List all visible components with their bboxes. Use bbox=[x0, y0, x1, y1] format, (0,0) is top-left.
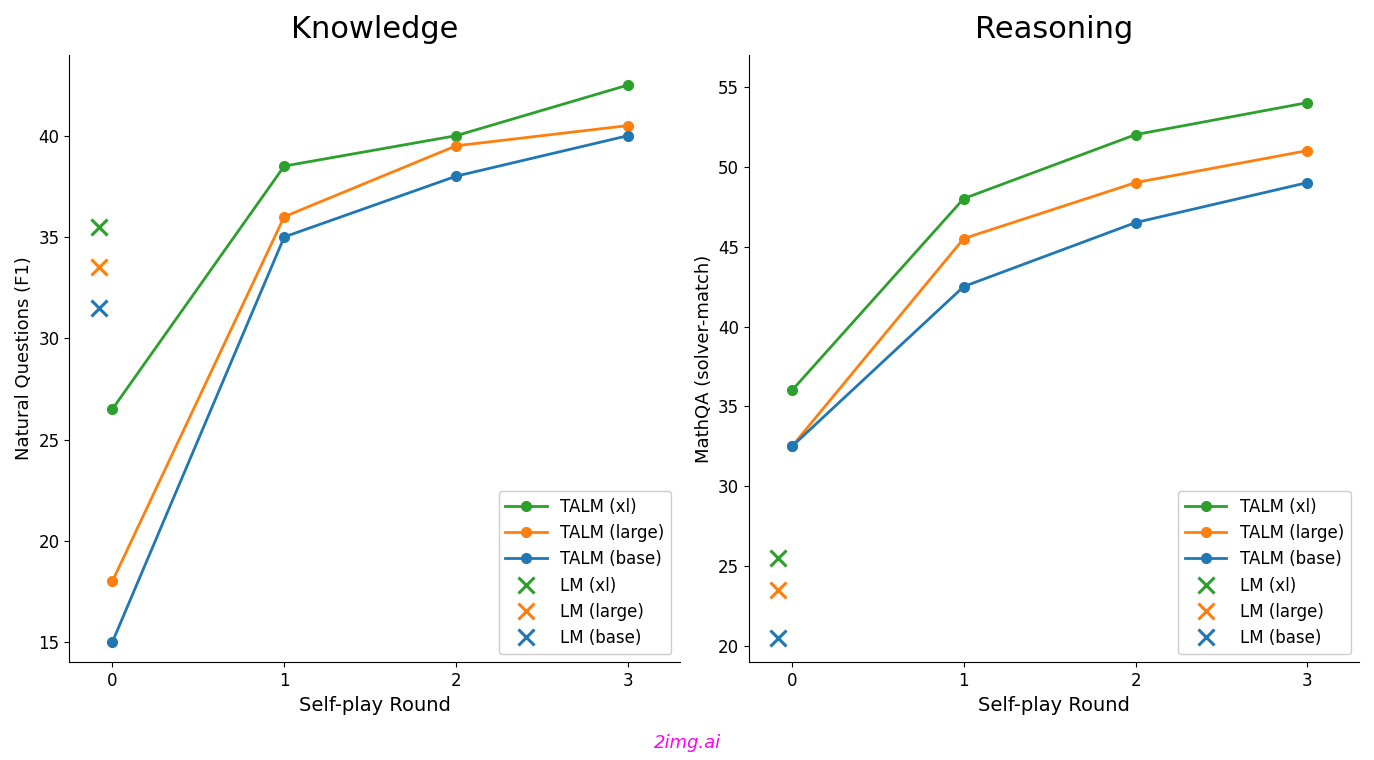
Title: Knowledge: Knowledge bbox=[291, 15, 458, 44]
X-axis label: Self-play Round: Self-play Round bbox=[298, 695, 451, 714]
TALM (large) bbox=[620, 121, 636, 130]
Legend: TALM (xl), TALM (large), TALM (base), LM (xl), LM (large), LM (base): TALM (xl), TALM (large), TALM (base), LM… bbox=[499, 491, 671, 654]
Line: TALM (base): TALM (base) bbox=[107, 131, 633, 647]
TALM (base) bbox=[104, 638, 121, 647]
TALM (base) bbox=[620, 131, 636, 141]
TALM (base) bbox=[783, 442, 800, 451]
TALM (large) bbox=[1300, 146, 1316, 155]
TALM (xl) bbox=[1127, 130, 1143, 139]
Legend: TALM (xl), TALM (large), TALM (base), LM (xl), LM (large), LM (base): TALM (xl), TALM (large), TALM (base), LM… bbox=[1178, 491, 1351, 654]
Line: TALM (xl): TALM (xl) bbox=[107, 81, 633, 414]
Text: 2img.ai: 2img.ai bbox=[654, 734, 720, 752]
TALM (base) bbox=[955, 282, 971, 291]
Line: TALM (xl): TALM (xl) bbox=[787, 98, 1312, 395]
Line: TALM (large): TALM (large) bbox=[107, 121, 633, 586]
Line: TALM (base): TALM (base) bbox=[787, 178, 1312, 451]
TALM (xl) bbox=[104, 404, 121, 413]
TALM (base) bbox=[1127, 218, 1143, 227]
TALM (xl) bbox=[620, 81, 636, 90]
TALM (xl) bbox=[783, 386, 800, 395]
TALM (base) bbox=[448, 172, 464, 181]
X-axis label: Self-play Round: Self-play Round bbox=[978, 695, 1129, 714]
Y-axis label: MathQA (solver-match): MathQA (solver-match) bbox=[694, 255, 713, 463]
Line: TALM (large): TALM (large) bbox=[787, 146, 1312, 451]
TALM (xl) bbox=[955, 194, 971, 203]
Y-axis label: Natural Questions (F1): Natural Questions (F1) bbox=[15, 257, 33, 461]
TALM (large) bbox=[276, 212, 293, 221]
Title: Reasoning: Reasoning bbox=[974, 15, 1134, 44]
TALM (large) bbox=[783, 442, 800, 451]
TALM (large) bbox=[1127, 178, 1143, 187]
TALM (xl) bbox=[1300, 98, 1316, 107]
TALM (xl) bbox=[276, 162, 293, 171]
TALM (base) bbox=[1300, 178, 1316, 187]
TALM (base) bbox=[276, 233, 293, 242]
TALM (large) bbox=[104, 577, 121, 586]
TALM (xl) bbox=[448, 131, 464, 141]
TALM (large) bbox=[448, 141, 464, 150]
TALM (large) bbox=[955, 234, 971, 243]
